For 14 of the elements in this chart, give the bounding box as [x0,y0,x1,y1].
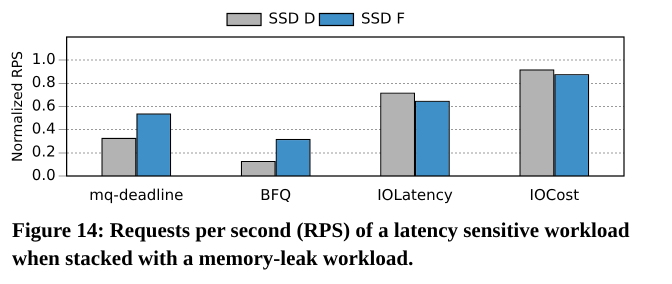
y-tick-label: 0.2 [32,142,56,161]
y-tick-label: 0.6 [32,96,56,114]
x-tick-label: mq-deadline [89,186,184,204]
y-tick-label: 1.0 [32,50,56,68]
x-tick-label: IOLatency [377,186,453,204]
x-tick-label: BFQ [260,186,292,204]
legend-label: SSD F [360,9,405,28]
y-axis-title: Normalized RPS [10,50,26,162]
y-tick-label: 0.8 [32,73,56,92]
caption: Figure 14: Requests per second (RPS) of a latency sensitive workload when stacked with a memory-leak workload. [11,217,631,272]
legend-label: SSD D [268,9,316,28]
y-tick-label: 0.4 [32,120,56,138]
x-tick-label: IOCost [530,186,580,204]
y-tick-label: 0.0 [32,166,56,184]
